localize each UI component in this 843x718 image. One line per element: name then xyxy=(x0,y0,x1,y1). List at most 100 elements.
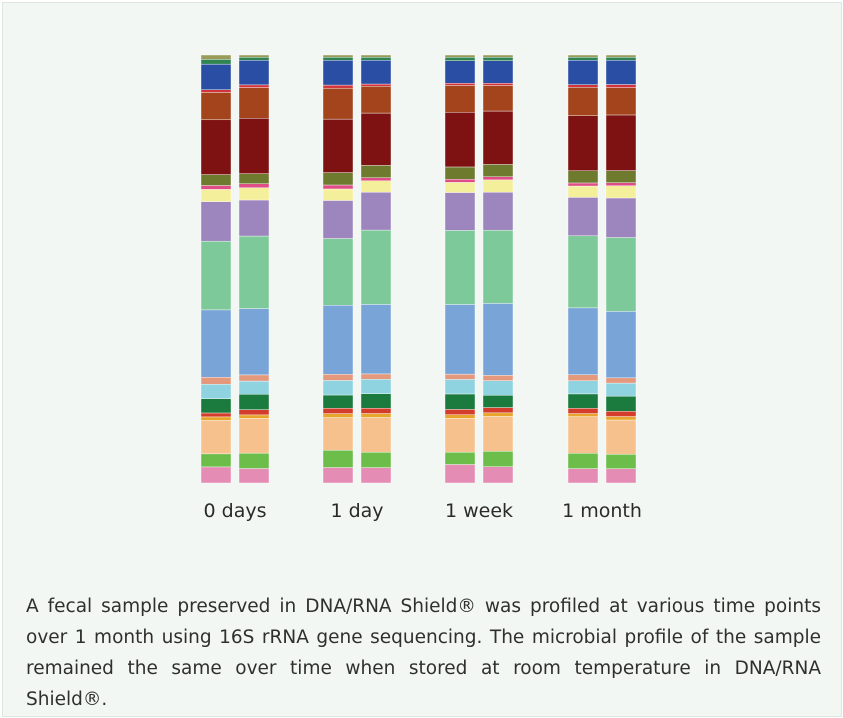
bar-segment-taxon-7 xyxy=(444,379,476,395)
bar-segment-taxon-2 xyxy=(360,452,392,468)
bar-segment-taxon-9 xyxy=(238,308,270,376)
bar-segment-taxon-1 xyxy=(322,467,354,484)
bar-segment-taxon-11 xyxy=(567,197,599,237)
bar-segment-taxon-16 xyxy=(567,87,599,116)
bar-segment-taxon-5 xyxy=(238,409,270,416)
bar-segment-taxon-4 xyxy=(322,413,354,418)
bar-segment-taxon-15 xyxy=(322,118,354,173)
bar-segment-taxon-12 xyxy=(200,189,232,202)
bar-segment-taxon-2 xyxy=(605,454,637,469)
bar-segment-taxon-15 xyxy=(444,112,476,168)
x-tick-label: 1 week xyxy=(445,500,513,522)
bar-segment-taxon-18 xyxy=(238,60,270,86)
bar-segment-taxon-4 xyxy=(605,416,637,421)
bar-segment-taxon-5 xyxy=(360,408,392,414)
bar-segment-taxon-20 xyxy=(567,54,599,58)
bar-segment-taxon-16 xyxy=(322,87,354,120)
bar-segment-taxon-8 xyxy=(444,373,476,380)
bar-segment-taxon-17 xyxy=(444,83,476,86)
bar-segment-taxon-8 xyxy=(200,377,232,385)
bar-segment-taxon-13 xyxy=(322,184,354,190)
bar-segment-taxon-8 xyxy=(360,373,392,380)
bar-segment-taxon-6 xyxy=(482,394,514,408)
bar-segment-taxon-15 xyxy=(360,112,392,166)
bar-segment-taxon-2 xyxy=(322,450,354,468)
bar-segment-taxon-8 xyxy=(238,374,270,382)
bar-segment-taxon-12 xyxy=(360,180,392,193)
stacked-bar-1-week-rep2 xyxy=(482,54,514,484)
bar-segment-taxon-18 xyxy=(605,60,637,85)
bar-segment-taxon-19 xyxy=(567,56,599,61)
bar-segment-taxon-17 xyxy=(482,83,514,86)
bar-segment-taxon-5 xyxy=(482,407,514,414)
bar-segment-taxon-9 xyxy=(605,311,637,379)
bar-segment-taxon-15 xyxy=(567,115,599,171)
bar-segment-taxon-14 xyxy=(605,170,637,183)
stacked-bar-1-day-rep2 xyxy=(360,54,392,484)
bar-segment-taxon-1 xyxy=(360,467,392,484)
bar-segment-taxon-6 xyxy=(360,393,392,409)
bar-segment-taxon-9 xyxy=(200,309,232,378)
bar-segment-taxon-17 xyxy=(238,84,270,88)
bar-segment-taxon-18 xyxy=(444,60,476,84)
bar-segment-taxon-17 xyxy=(605,84,637,88)
bar-segment-taxon-4 xyxy=(238,414,270,419)
stacked-bar-0-days-rep1 xyxy=(200,54,232,484)
bar-segment-taxon-13 xyxy=(567,182,599,187)
bar-segment-taxon-14 xyxy=(482,164,514,177)
bar-segment-taxon-19 xyxy=(482,57,514,61)
bar-segment-taxon-5 xyxy=(567,408,599,414)
bar-segment-taxon-17 xyxy=(567,84,599,88)
stacked-bar-1-month-rep1 xyxy=(567,54,599,484)
bar-segment-taxon-19 xyxy=(444,57,476,61)
bar-segment-taxon-19 xyxy=(360,57,392,61)
bar-segment-taxon-15 xyxy=(238,118,270,174)
bar-segment-taxon-19 xyxy=(322,57,354,61)
bar-segment-taxon-5 xyxy=(605,411,637,417)
bar-segment-taxon-10 xyxy=(322,238,354,306)
bar-segment-taxon-1 xyxy=(605,468,637,484)
bar-segment-taxon-3 xyxy=(238,418,270,454)
bar-segment-taxon-18 xyxy=(567,60,599,85)
bar-segment-taxon-4 xyxy=(200,416,232,421)
bar-segment-taxon-20 xyxy=(444,54,476,58)
bar-segment-taxon-18 xyxy=(360,60,392,85)
bar-segment-taxon-12 xyxy=(444,182,476,193)
bar-segment-taxon-12 xyxy=(605,185,637,199)
bar-segment-taxon-6 xyxy=(567,393,599,409)
bar-segment-taxon-14 xyxy=(200,174,232,186)
bar-segment-taxon-11 xyxy=(322,200,354,239)
bar-segment-taxon-9 xyxy=(360,304,392,375)
bar-segment-taxon-20 xyxy=(360,54,392,58)
bar-segment-taxon-19 xyxy=(200,59,232,65)
bar-segment-taxon-12 xyxy=(322,188,354,201)
bar-segment-taxon-8 xyxy=(482,375,514,381)
bar-segment-taxon-8 xyxy=(605,377,637,384)
bar-segment-taxon-11 xyxy=(238,199,270,237)
x-tick-label: 0 days xyxy=(204,500,267,522)
bar-segment-taxon-1 xyxy=(200,466,232,484)
bar-segment-taxon-13 xyxy=(482,176,514,181)
bar-segment-taxon-12 xyxy=(567,185,599,198)
bar-segment-taxon-16 xyxy=(444,85,476,113)
bar-segment-taxon-13 xyxy=(605,182,637,186)
bar-segment-taxon-10 xyxy=(605,237,637,312)
bar-segment-taxon-11 xyxy=(360,192,392,231)
bar-segment-taxon-14 xyxy=(322,172,354,186)
bar-segment-taxon-2 xyxy=(567,453,599,469)
bar-segment-taxon-7 xyxy=(567,380,599,395)
bar-segment-taxon-5 xyxy=(322,408,354,414)
bar-segment-taxon-6 xyxy=(200,398,232,414)
bar-segment-taxon-16 xyxy=(482,85,514,112)
bar-segment-taxon-1 xyxy=(567,468,599,484)
bar-segment-taxon-15 xyxy=(200,119,232,175)
x-tick-label: 1 day xyxy=(330,500,383,522)
bar-segment-taxon-10 xyxy=(444,230,476,305)
x-tick-label: 1 month xyxy=(562,500,642,522)
bar-segment-taxon-6 xyxy=(322,394,354,409)
bar-segment-taxon-20 xyxy=(322,54,354,58)
bar-segment-taxon-17 xyxy=(200,89,232,93)
bar-segment-taxon-3 xyxy=(444,418,476,453)
bar-segment-taxon-3 xyxy=(200,420,232,455)
bar-segment-taxon-10 xyxy=(567,235,599,309)
